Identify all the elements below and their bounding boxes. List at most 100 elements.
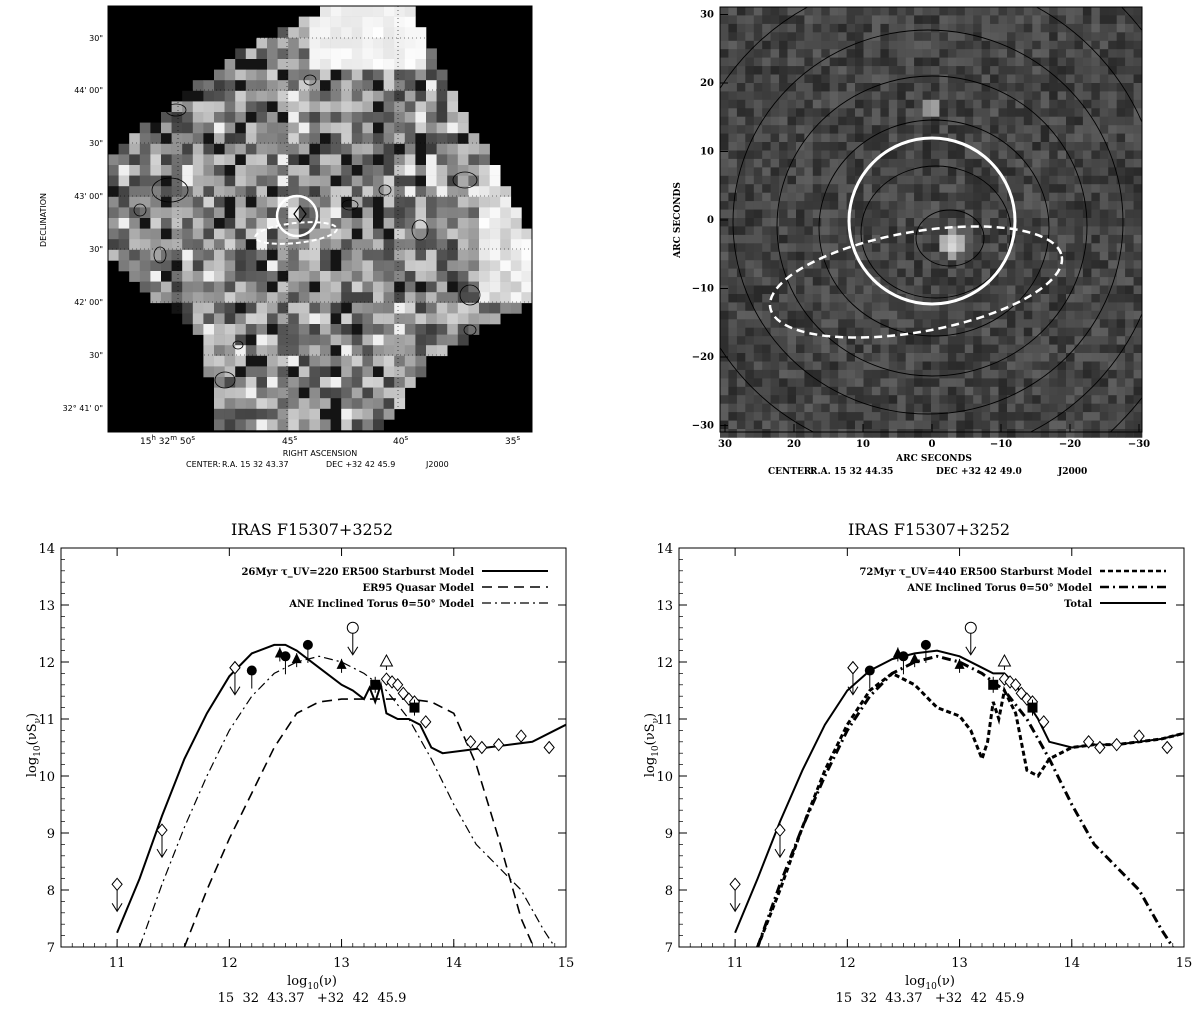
map-right-pixel — [813, 353, 822, 362]
map-left-pixel — [278, 80, 289, 91]
map-left-pixel — [256, 292, 267, 303]
sedL-filled-circle — [247, 666, 257, 676]
map-left-pixel — [299, 356, 310, 367]
map-left-pixel — [394, 260, 405, 271]
map-right-pixel — [1125, 226, 1134, 235]
map-right-pixel — [1007, 66, 1016, 75]
map-right-pixel — [754, 100, 763, 109]
map-right-pixel — [788, 134, 797, 143]
map-right-pixel — [1083, 210, 1092, 219]
map-right-pixel — [720, 15, 729, 24]
map-right-pixel — [1134, 218, 1143, 227]
map-right-pixel — [939, 269, 948, 278]
map-right-pixel — [1100, 7, 1109, 16]
map-right-pixel — [872, 201, 881, 210]
map-left-pixel — [521, 260, 532, 271]
map-right-pixel — [796, 91, 805, 100]
map-right-pixel — [1041, 404, 1050, 413]
map-right-pixel — [1007, 32, 1016, 41]
map-right-pixel — [813, 108, 822, 117]
map-left-pixel — [309, 271, 320, 282]
map-right-pixel — [728, 167, 737, 176]
map-right-pixel — [830, 75, 839, 84]
map-right-pixel — [1100, 41, 1109, 50]
map-right-pixel — [906, 311, 915, 320]
map-right-pixel — [1024, 184, 1033, 193]
map-left-pixel — [405, 229, 416, 240]
map-left-pixel — [246, 324, 257, 335]
map-left-pixel — [246, 207, 257, 218]
map-left-pixel — [394, 388, 405, 399]
map-left-pixel — [203, 324, 214, 335]
map-left-pixel — [246, 144, 257, 155]
map-left-pixel — [108, 229, 119, 240]
map-right-pixel — [956, 91, 965, 100]
map-right-pixel — [948, 353, 957, 362]
map-right-pixel — [897, 319, 906, 328]
map-right-pixel — [720, 32, 729, 41]
map-right-pixel — [737, 243, 746, 252]
map-right-pixel — [847, 24, 856, 33]
map-right-pixel — [762, 193, 771, 202]
map-left-pixel — [256, 398, 267, 409]
map-right-pixel — [965, 83, 974, 92]
map-right-pixel — [889, 83, 898, 92]
map-right-pixel — [1117, 387, 1126, 396]
map-left-pixel — [182, 229, 193, 240]
map-left-pixel — [521, 229, 532, 240]
map-right-pixel — [872, 311, 881, 320]
map-left-pixel — [384, 144, 395, 155]
map-right-pixel — [872, 387, 881, 396]
map-left-pixel — [256, 154, 267, 165]
map-left-pixel — [193, 165, 204, 176]
map-right-pixel — [1049, 210, 1058, 219]
map-right-pixel — [855, 75, 864, 84]
map-left-pixel — [278, 27, 289, 38]
map-right-pixel — [1049, 226, 1058, 235]
map-right-pixel — [880, 252, 889, 261]
map-right-pixel — [931, 193, 940, 202]
map-right-pixel — [1108, 100, 1117, 109]
map-left-pixel — [256, 133, 267, 144]
map-left-pixel — [341, 186, 352, 197]
map-left-pixel — [299, 409, 310, 420]
map-right-pixel — [897, 32, 906, 41]
map-left-pixel — [415, 59, 426, 70]
map-right-pixel — [1134, 277, 1143, 286]
map-left-pixel — [362, 313, 373, 324]
map-left-pixel — [394, 165, 405, 176]
map-right-pixel — [948, 66, 957, 75]
map-right-pixel — [1134, 294, 1143, 303]
map-right-pixel — [1100, 429, 1109, 438]
map-left-yticks: 30"44' 00"30"43' 00"30"42' 00"30"32° 41'… — [63, 34, 103, 413]
map-right-pixel — [737, 370, 746, 379]
map-right-pixel — [1125, 311, 1134, 320]
map-right-pixel — [779, 378, 788, 387]
map-right-pixel — [906, 66, 915, 75]
map-right-pixel — [914, 260, 923, 269]
map-right-pixel — [788, 218, 797, 227]
map-right-pixel — [1041, 117, 1050, 126]
map-right-pixel — [923, 387, 932, 396]
map-left-pixel — [479, 218, 490, 229]
map-left-pixel — [331, 292, 342, 303]
map-left-pixel — [172, 218, 183, 229]
map-left-pixel — [458, 292, 469, 303]
map-left-pixel — [352, 48, 363, 59]
map-right-pixel — [1032, 41, 1041, 50]
map-right-pixel — [771, 193, 780, 202]
map-right-pixel — [720, 125, 729, 134]
map-left-pixel — [320, 70, 331, 81]
map-left-pixel — [341, 324, 352, 335]
map-left-pixel — [437, 91, 448, 102]
map-right-pixel — [931, 252, 940, 261]
map-left-pixel — [362, 239, 373, 250]
map-right-pixel — [923, 100, 932, 109]
map-left-pixel — [394, 38, 405, 49]
map-right-pixel — [847, 49, 856, 58]
map-left-pixel — [479, 271, 490, 282]
map-right-pixel — [923, 336, 932, 345]
map-right-pixel — [1015, 24, 1024, 33]
map-left-pixel — [246, 250, 257, 261]
map-left-pixel — [172, 154, 183, 165]
